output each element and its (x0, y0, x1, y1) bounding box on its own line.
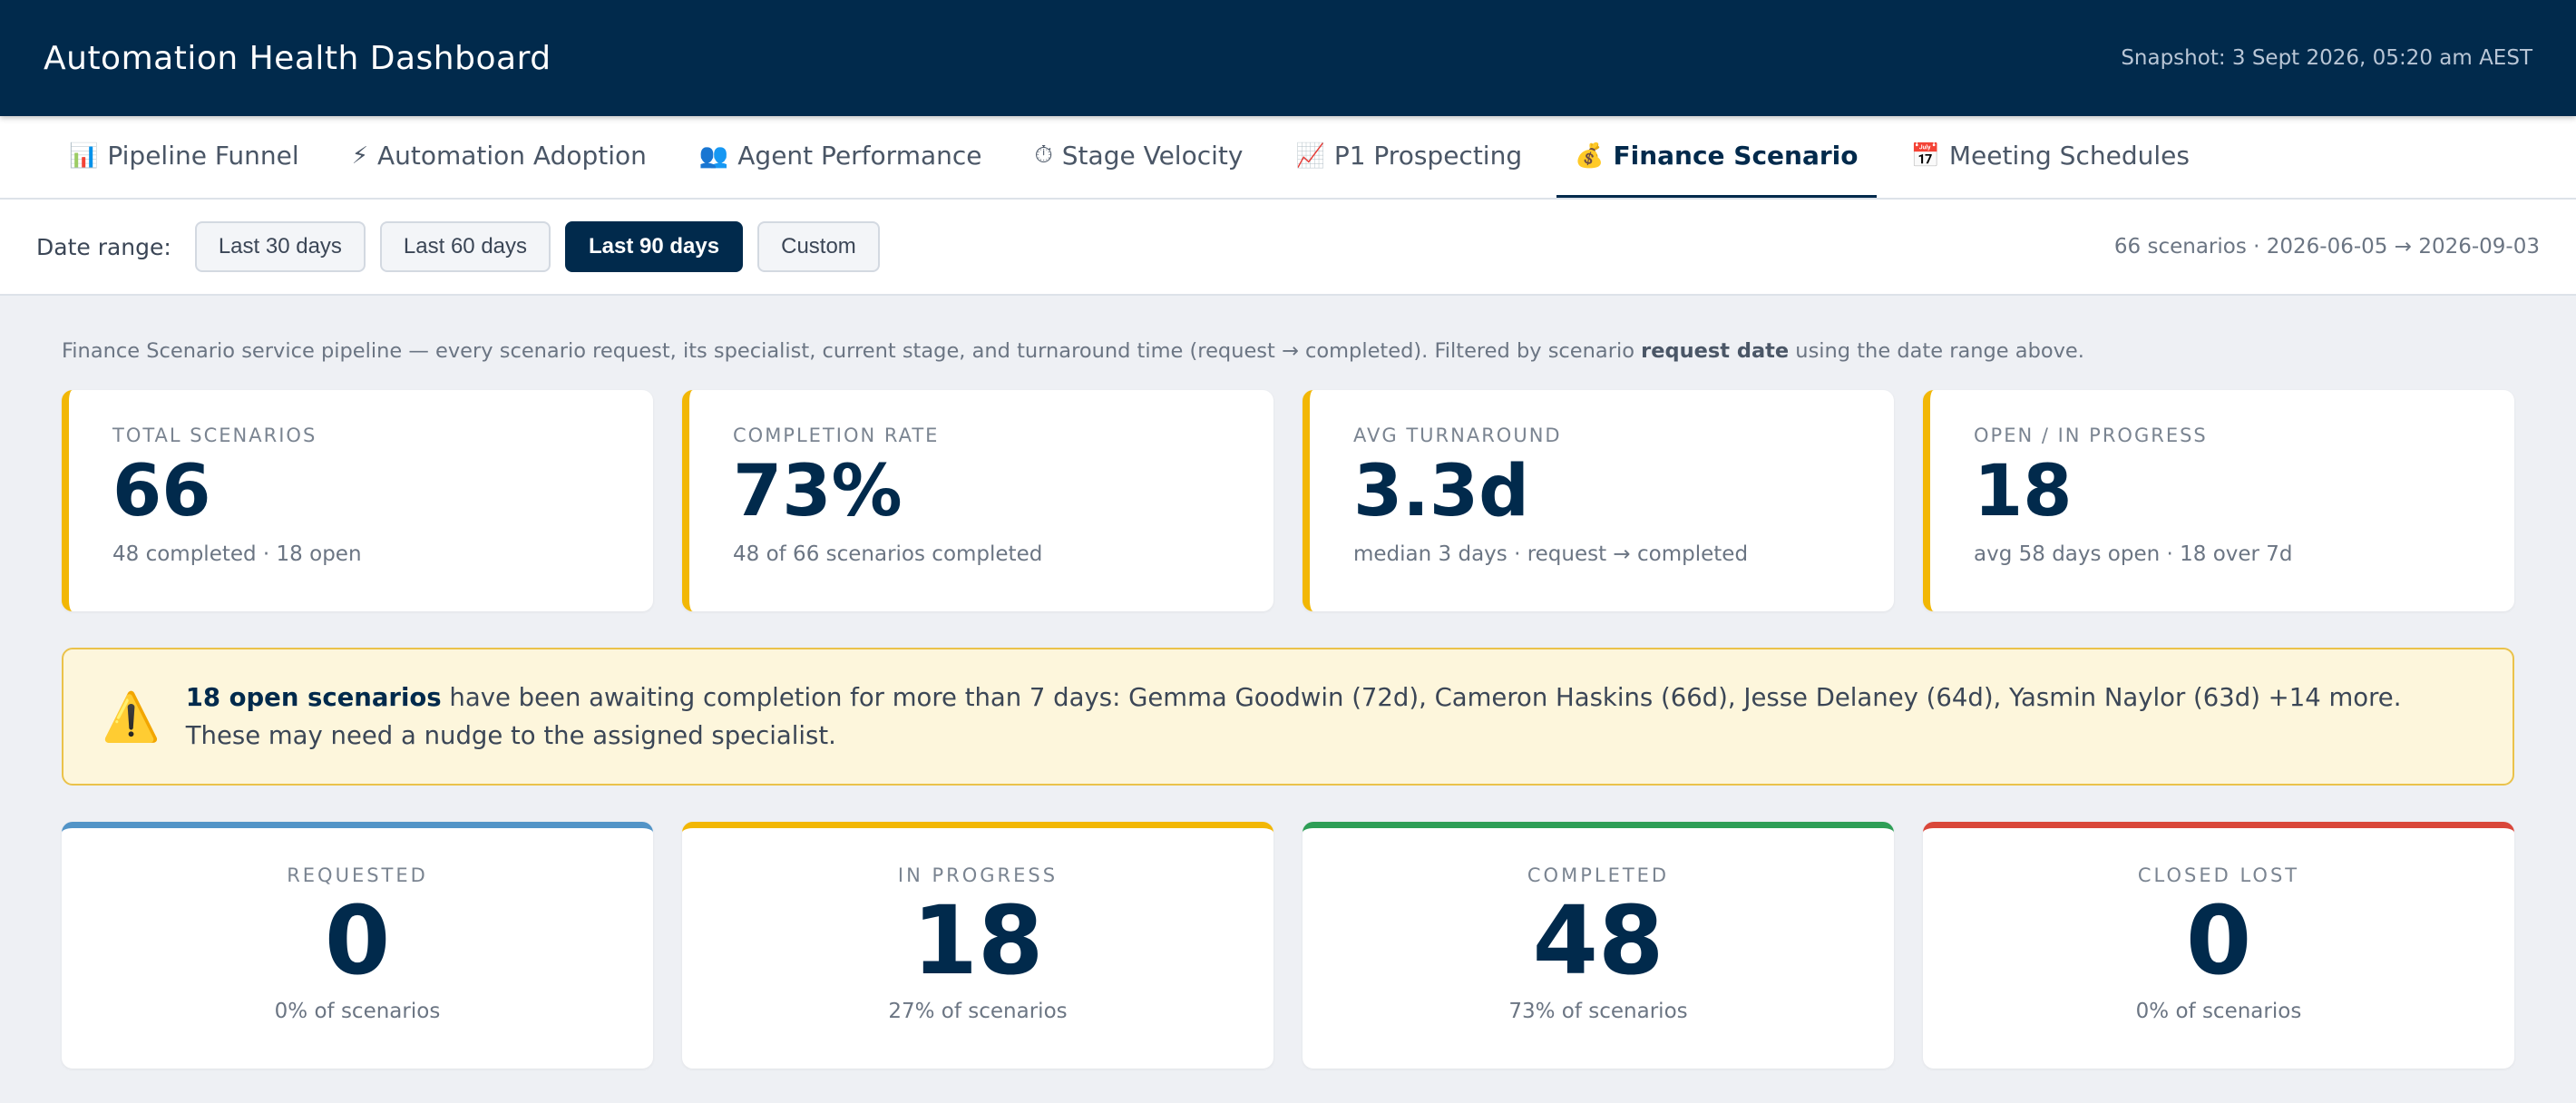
calendar-icon: 📅 (1910, 142, 1940, 170)
tab-pipeline-funnel[interactable]: 📊 Pipeline Funnel (51, 116, 317, 198)
stopwatch-icon: ⏱ (1034, 142, 1053, 169)
stage-label: REQUESTED (287, 864, 428, 886)
stage-count: 0 (324, 885, 391, 996)
stage-count: 0 (2185, 885, 2252, 996)
stage-count: 48 (1532, 885, 1664, 996)
stage-count: 18 (912, 885, 1044, 996)
tab-label: Stage Velocity (1061, 141, 1244, 171)
tab-label: Pipeline Funnel (107, 141, 299, 171)
range-30-days-button[interactable]: Last 30 days (194, 221, 366, 272)
lightning-icon: ⚡ (351, 142, 368, 170)
stage-share: 27% of scenarios (888, 1000, 1068, 1024)
kpi-label: TOTAL SCENARIOS (112, 425, 317, 446)
page-description: Finance Scenario service pipeline — ever… (62, 339, 2514, 363)
date-range-filter: Date range: Last 30 days Last 60 days La… (0, 200, 2576, 296)
tab-label: Meeting Schedules (1948, 141, 2190, 171)
kpi-card-open-in-progress: OPEN / IN PROGRESS 18 avg 58 days open ·… (1923, 390, 2514, 611)
kpi-value: 3.3d (1353, 451, 1530, 532)
trend-up-icon: 📈 (1295, 142, 1325, 170)
money-bag-icon: 💰 (1575, 142, 1605, 170)
kpi-subtext: avg 58 days open · 18 over 7d (1974, 542, 2293, 566)
warning-icon: ⚠️ (102, 689, 161, 745)
kpi-value: 73% (733, 451, 903, 532)
tab-label: Agent Performance (737, 141, 982, 171)
stage-label: IN PROGRESS (897, 864, 1059, 886)
people-icon: 👥 (698, 142, 729, 170)
stage-share: 0% of scenarios (2135, 1000, 2302, 1024)
tab-label: P1 Prospecting (1333, 141, 1523, 171)
stage-share: 0% of scenarios (274, 1000, 441, 1024)
bar-chart-icon: 📊 (69, 142, 99, 170)
kpi-card-total-scenarios: TOTAL SCENARIOS 66 48 completed · 18 ope… (62, 390, 653, 611)
range-summary: 66 scenarios · 2026-06-05 → 2026-09-03 (2113, 235, 2540, 259)
tab-stage-velocity[interactable]: ⏱ Stage Velocity (1017, 116, 1262, 198)
range-90-days-button[interactable]: Last 90 days (565, 221, 744, 272)
kpi-card-completion-rate: COMPLETION RATE 73% 48 of 66 scenarios c… (682, 390, 1273, 611)
kpi-card-avg-turnaround: AVG TURNAROUND 3.3d median 3 days · requ… (1303, 390, 1894, 611)
alert-message: 18 open scenarios have been awaiting com… (186, 678, 2480, 755)
main-content: Finance Scenario service pipeline — ever… (0, 339, 2576, 1069)
app-title: Automation Health Dashboard (44, 39, 551, 77)
tab-label: Automation Adoption (376, 141, 647, 171)
snapshot-timestamp: Snapshot: 3 Sept 2026, 05:20 am AEST (2121, 46, 2532, 70)
top-bar: Automation Health Dashboard Snapshot: 3 … (0, 0, 2576, 116)
description-emphasis: request date (1641, 339, 1790, 363)
stage-card-closed-lost: CLOSED LOST 0 0% of scenarios (1923, 822, 2514, 1069)
kpi-value: 66 (112, 451, 211, 532)
kpi-label: AVG TURNAROUND (1353, 425, 1562, 446)
tab-automation-adoption[interactable]: ⚡ Automation Adoption (334, 116, 665, 198)
kpi-row: TOTAL SCENARIOS 66 48 completed · 18 ope… (62, 390, 2514, 611)
tab-p1-prospecting[interactable]: 📈 P1 Prospecting (1277, 116, 1540, 198)
kpi-subtext: 48 completed · 18 open (112, 542, 362, 566)
tab-agent-performance[interactable]: 👥 Agent Performance (681, 116, 1000, 198)
description-suffix: using the date range above. (1789, 339, 2084, 363)
date-range-label: Date range: (36, 233, 171, 260)
description-prefix: Finance Scenario service pipeline — ever… (62, 339, 1642, 363)
stage-label: COMPLETED (1527, 864, 1670, 886)
stage-card-in-progress: IN PROGRESS 18 27% of scenarios (682, 822, 1273, 1069)
range-60-days-button[interactable]: Last 60 days (379, 221, 551, 272)
tab-label: Finance Scenario (1613, 141, 1859, 171)
stage-summary-row: REQUESTED 0 0% of scenarios IN PROGRESS … (62, 822, 2514, 1069)
stage-card-completed: COMPLETED 48 73% of scenarios (1303, 822, 1894, 1069)
stage-share: 73% of scenarios (1508, 1000, 1688, 1024)
kpi-label: COMPLETION RATE (733, 425, 940, 446)
alert-text: have been awaiting completion for more t… (185, 683, 2402, 750)
kpi-value: 18 (1974, 451, 2073, 532)
tab-finance-scenario[interactable]: 💰 Finance Scenario (1556, 116, 1877, 198)
overdue-alert-banner: ⚠️ 18 open scenarios have been awaiting … (62, 648, 2514, 786)
stage-card-requested: REQUESTED 0 0% of scenarios (62, 822, 653, 1069)
kpi-label: OPEN / IN PROGRESS (1974, 425, 2208, 446)
kpi-subtext: median 3 days · request → completed (1353, 542, 1749, 566)
range-custom-button[interactable]: Custom (757, 221, 880, 272)
tab-meeting-schedules[interactable]: 📅 Meeting Schedules (1893, 116, 2208, 198)
kpi-subtext: 48 of 66 scenarios completed (733, 542, 1043, 566)
tab-bar: 📊 Pipeline Funnel ⚡ Automation Adoption … (0, 116, 2576, 200)
stage-label: CLOSED LOST (2137, 864, 2300, 886)
alert-emphasis: 18 open scenarios (185, 683, 442, 712)
